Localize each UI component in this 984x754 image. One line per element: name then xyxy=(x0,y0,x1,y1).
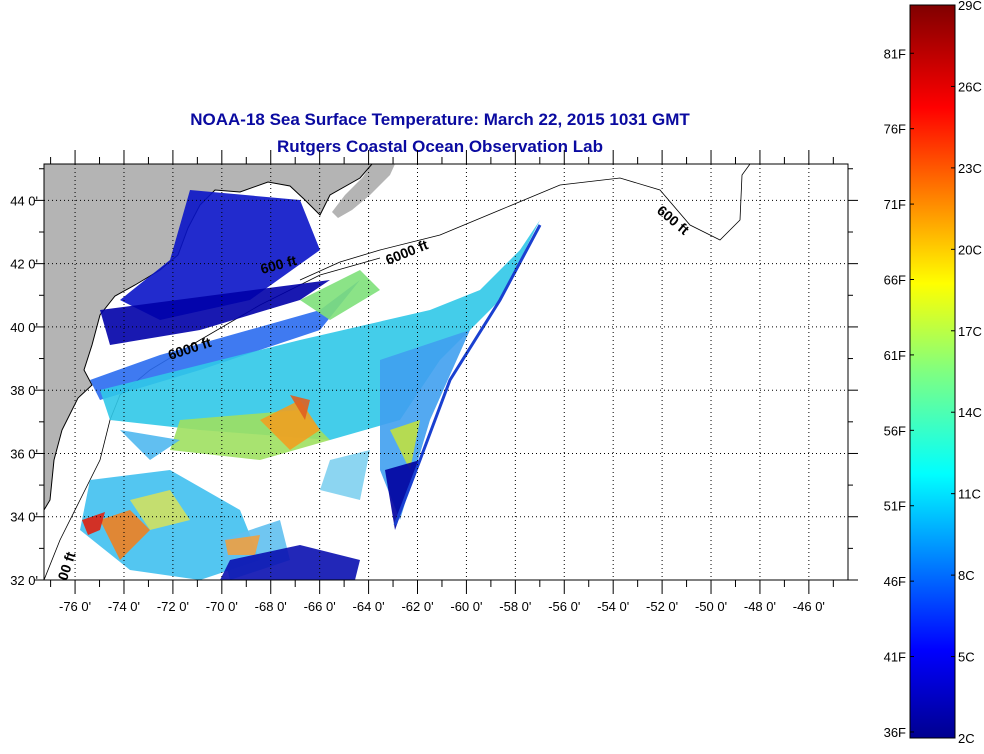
sst-patch xyxy=(320,450,370,500)
colorbar xyxy=(909,4,956,739)
lon-tick-label: -62 0' xyxy=(401,599,433,614)
axes: -76 0' -74 0' -72 0' -70 0' -68 0' -66 0' -64 … xyxy=(10,150,858,614)
lon-tick-label: -50 0' xyxy=(695,599,727,614)
sst-patch xyxy=(100,510,150,560)
contour-label: 600 ft xyxy=(654,202,693,238)
fahrenheit-label: 76F xyxy=(884,122,906,137)
sst-patch xyxy=(220,545,360,580)
lat-tick-label: 40 0' xyxy=(10,320,38,335)
map-frame xyxy=(43,163,849,581)
sst-patch xyxy=(100,280,330,345)
lon-tick-label: -68 0' xyxy=(255,599,287,614)
lon-tick-label: -64 0' xyxy=(353,599,385,614)
lon-tick-label: -58 0' xyxy=(499,599,531,614)
sst-patch xyxy=(390,420,420,470)
lon-tick-label: -70 0' xyxy=(206,599,238,614)
celsius-label: 26C xyxy=(958,79,982,94)
sst-patch xyxy=(300,270,380,320)
fahrenheit-label: 46F xyxy=(884,574,906,589)
sst-patch xyxy=(82,512,105,535)
land-mass xyxy=(44,164,372,510)
shelf-contour xyxy=(299,164,751,281)
lat-tick-label: 44 0' xyxy=(10,193,38,208)
map-area: 600 ft 6000 ft 6000 ft 600 ft 6000 ft xyxy=(44,164,848,596)
celsius-label: 23C xyxy=(958,161,982,176)
contour-label: 6000 ft xyxy=(50,549,79,596)
lon-tick-label: -56 0' xyxy=(548,599,580,614)
gridlines xyxy=(44,164,848,580)
lat-tick-label: 36 0' xyxy=(10,446,38,461)
celsius-label: 20C xyxy=(958,242,982,257)
celsius-label: 8C xyxy=(958,568,975,583)
fahrenheit-label: 66F xyxy=(884,272,906,287)
sst-patch xyxy=(90,280,360,400)
lat-tick-label: 42 0' xyxy=(10,257,38,272)
fahrenheit-label: 81F xyxy=(884,46,906,61)
lon-tick-label: -54 0' xyxy=(597,599,629,614)
nova-scotia-land xyxy=(332,164,395,218)
sst-pixels xyxy=(80,190,542,580)
fahrenheit-label: 51F xyxy=(884,499,906,514)
lat-tick-label: 34 0' xyxy=(10,510,38,525)
colorbar-labels: 29C 26C 23C 20C 17C 14C 11C 8C 5C 2C 81F 76F 71F 66F 6… xyxy=(884,0,982,746)
sst-patch xyxy=(290,395,310,420)
sst-patch xyxy=(120,190,320,320)
lon-tick-label: -52 0' xyxy=(646,599,678,614)
sst-patch xyxy=(100,220,540,440)
lon-tick-label: -46 0' xyxy=(793,599,825,614)
sst-patch xyxy=(385,460,420,530)
celsius-label: 29C xyxy=(958,0,982,13)
lon-tick-label: -48 0' xyxy=(744,599,776,614)
lon-tick-label: -66 0' xyxy=(304,599,336,614)
celsius-label: 14C xyxy=(958,405,982,420)
sst-patch xyxy=(225,535,260,555)
swath-edge xyxy=(393,224,542,526)
fahrenheit-label: 61F xyxy=(884,348,906,363)
celsius-label: 11C xyxy=(958,487,981,502)
map-subtitle: Rutgers Coastal Ocean Observation Lab xyxy=(277,137,603,156)
fahrenheit-label: 56F xyxy=(884,423,906,438)
contour-label: 6000 ft xyxy=(383,236,430,268)
celsius-label: 2C xyxy=(958,731,975,746)
fahrenheit-label: 41F xyxy=(884,650,906,665)
fahrenheit-label: 71F xyxy=(884,197,906,212)
lat-tick-label: 38 0' xyxy=(10,383,38,398)
fahrenheit-label: 36F xyxy=(884,725,906,740)
sst-patch xyxy=(130,490,190,530)
sst-patch xyxy=(120,430,180,460)
lon-tick-label: -76 0' xyxy=(59,599,91,614)
celsius-label: 17C xyxy=(958,324,982,339)
lon-tick-label: -72 0' xyxy=(157,599,189,614)
lat-tick-label: 32 0' xyxy=(10,573,38,588)
lon-tick-label: -74 0' xyxy=(108,599,140,614)
celsius-label: 5C xyxy=(958,650,975,665)
map-title: NOAA-18 Sea Surface Temperature: March 2… xyxy=(190,110,690,129)
lon-tick-label: -60 0' xyxy=(450,599,482,614)
